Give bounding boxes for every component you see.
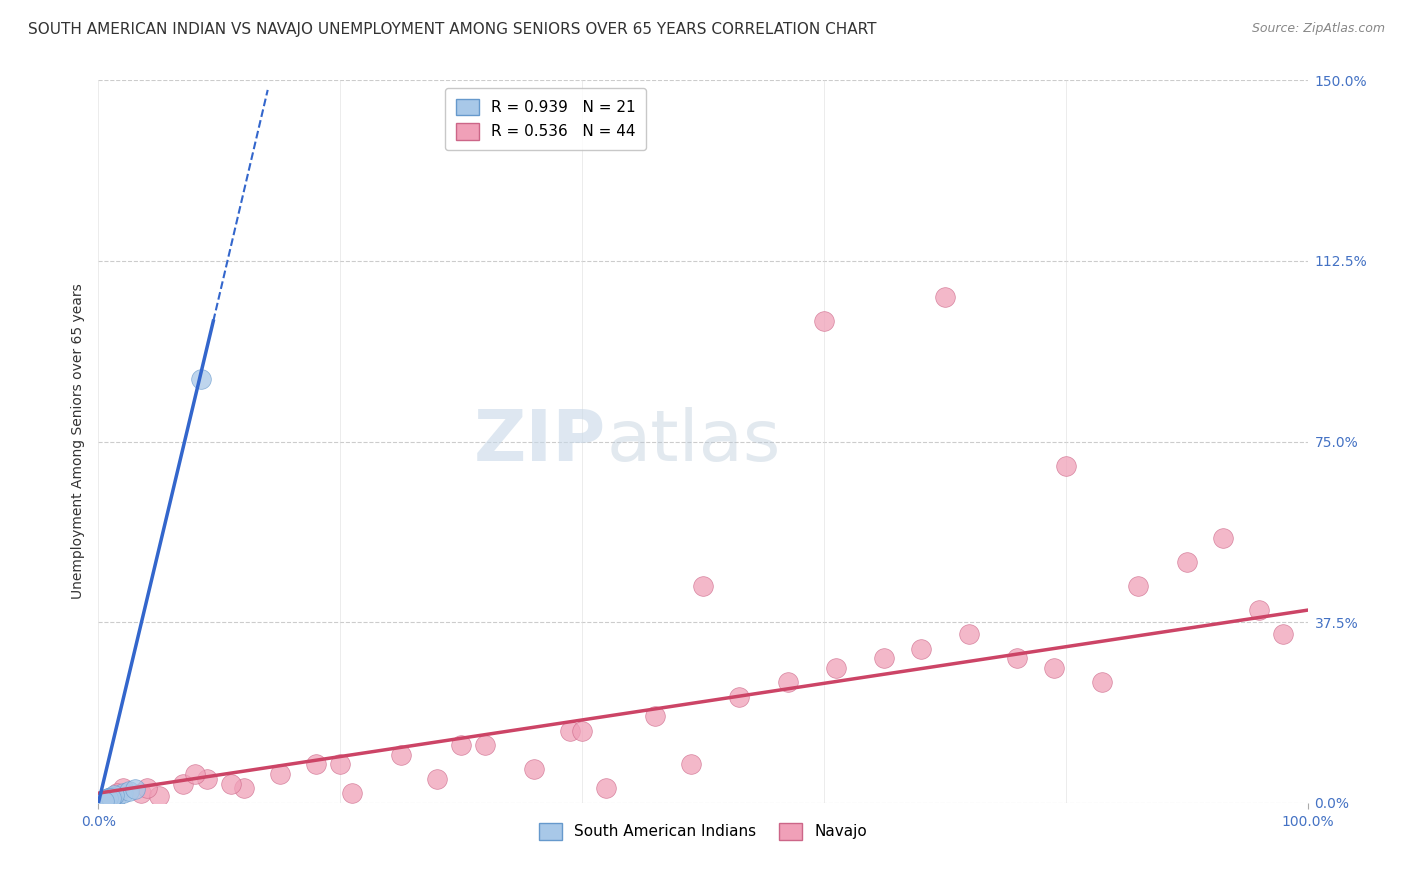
- Point: [1175, 555, 1198, 569]
- Point: [728, 690, 751, 704]
- Point: [195, 772, 218, 786]
- Text: atlas: atlas: [606, 407, 780, 476]
- Point: [692, 579, 714, 593]
- Point: [957, 627, 980, 641]
- Point: [1272, 627, 1295, 641]
- Point: [129, 786, 152, 800]
- Point: [100, 790, 122, 805]
- Point: [825, 661, 848, 675]
- Point: [329, 757, 352, 772]
- Point: [221, 776, 243, 790]
- Point: [1054, 458, 1077, 473]
- Point: [94, 793, 117, 807]
- Point: [426, 772, 449, 786]
- Point: [873, 651, 896, 665]
- Y-axis label: Unemployment Among Seniors over 65 years: Unemployment Among Seniors over 65 years: [70, 284, 84, 599]
- Point: [111, 781, 134, 796]
- Point: [523, 762, 546, 776]
- Point: [474, 738, 496, 752]
- Point: [100, 791, 122, 805]
- Point: [94, 792, 117, 806]
- Point: [93, 793, 115, 807]
- Point: [97, 791, 120, 805]
- Point: [269, 767, 291, 781]
- Text: ZIP: ZIP: [474, 407, 606, 476]
- Point: [148, 789, 170, 803]
- Point: [93, 794, 115, 808]
- Point: [190, 372, 212, 386]
- Point: [1128, 579, 1150, 593]
- Point: [595, 781, 617, 796]
- Point: [1249, 603, 1271, 617]
- Point: [98, 790, 121, 805]
- Point: [571, 723, 593, 738]
- Text: Source: ZipAtlas.com: Source: ZipAtlas.com: [1251, 22, 1385, 36]
- Point: [1007, 651, 1029, 665]
- Point: [97, 791, 120, 805]
- Legend: South American Indians, Navajo: South American Indians, Navajo: [533, 817, 873, 846]
- Point: [100, 789, 122, 804]
- Point: [389, 747, 412, 762]
- Point: [111, 786, 134, 800]
- Point: [172, 776, 194, 790]
- Point: [124, 782, 146, 797]
- Point: [558, 723, 581, 738]
- Point: [450, 738, 472, 752]
- Point: [1042, 661, 1064, 675]
- Point: [1091, 675, 1114, 690]
- Point: [910, 641, 932, 656]
- Point: [103, 788, 125, 802]
- Point: [96, 792, 118, 806]
- Point: [184, 767, 207, 781]
- Point: [342, 786, 364, 800]
- Text: SOUTH AMERICAN INDIAN VS NAVAJO UNEMPLOYMENT AMONG SENIORS OVER 65 YEARS CORRELA: SOUTH AMERICAN INDIAN VS NAVAJO UNEMPLOY…: [28, 22, 876, 37]
- Point: [105, 789, 128, 803]
- Point: [100, 790, 122, 805]
- Point: [934, 290, 956, 304]
- Point: [90, 795, 112, 809]
- Point: [813, 314, 835, 328]
- Point: [93, 793, 115, 807]
- Point: [135, 781, 157, 796]
- Point: [1212, 531, 1234, 545]
- Point: [91, 794, 114, 808]
- Point: [679, 757, 702, 772]
- Point: [101, 791, 124, 805]
- Point: [305, 757, 328, 772]
- Point: [232, 781, 254, 796]
- Point: [118, 784, 141, 798]
- Point: [91, 794, 114, 808]
- Point: [776, 675, 799, 690]
- Point: [644, 709, 666, 723]
- Point: [105, 786, 128, 800]
